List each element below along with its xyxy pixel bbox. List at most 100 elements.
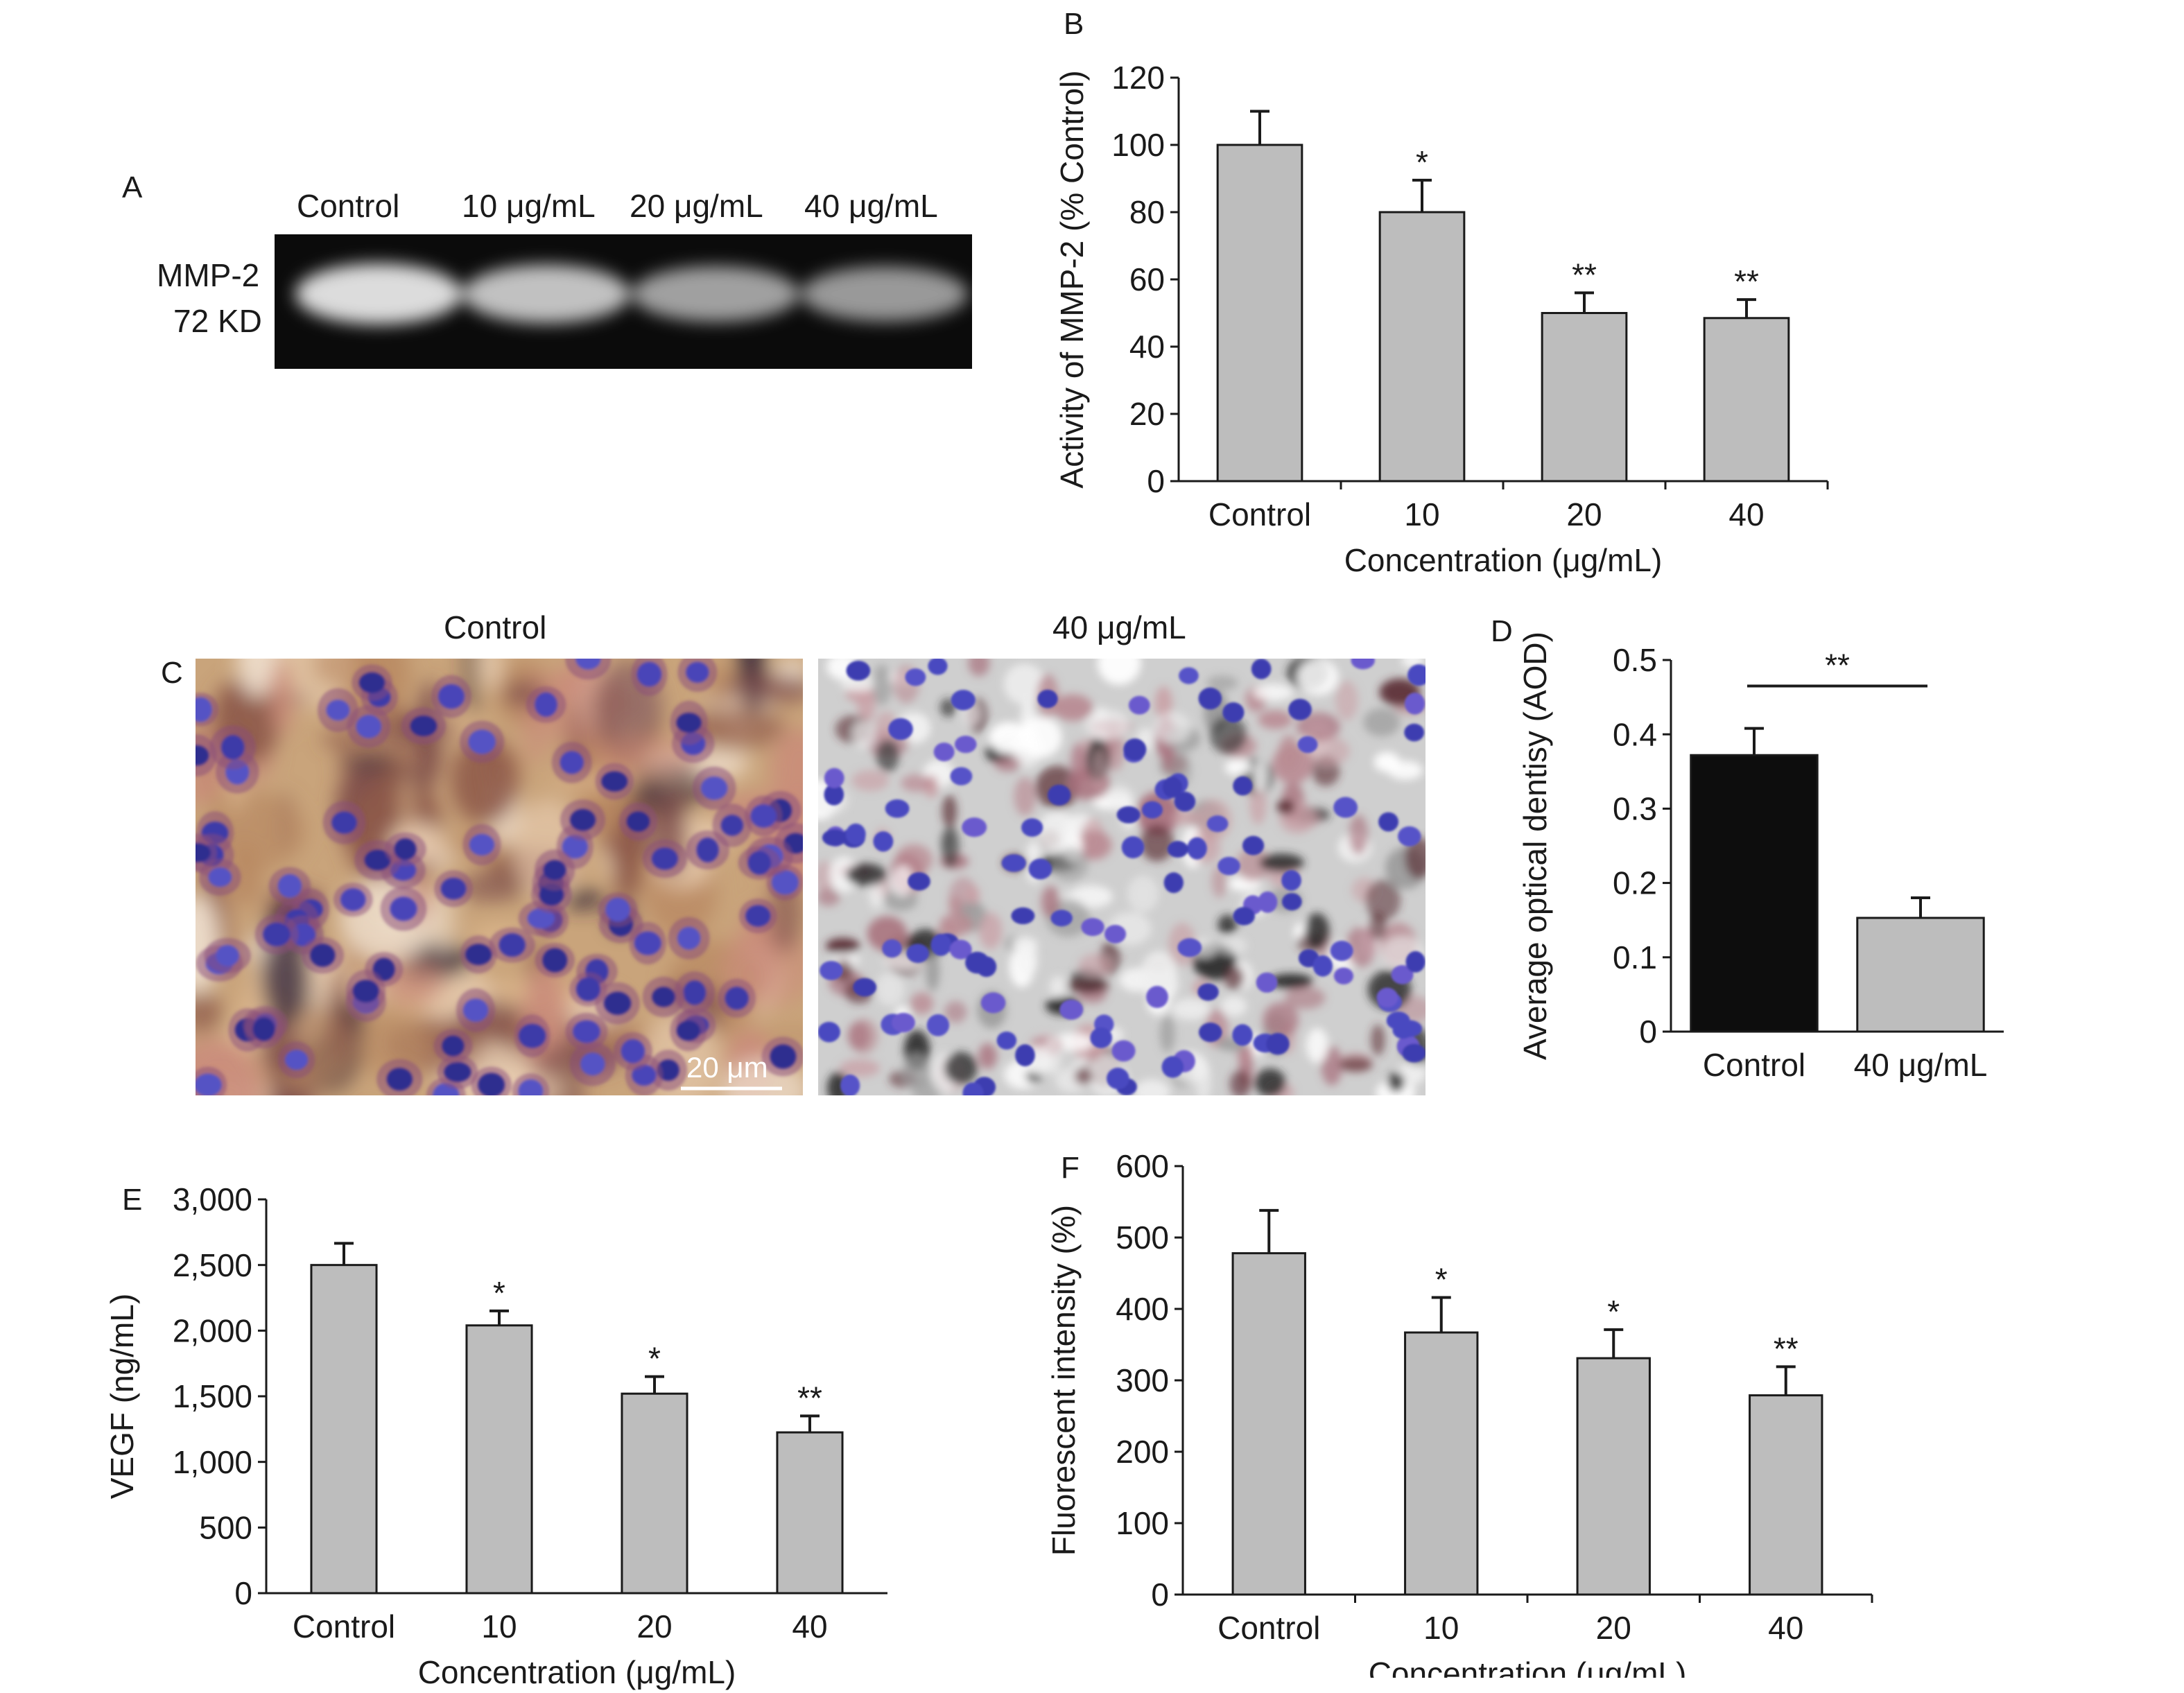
nucleus xyxy=(626,811,650,832)
y-tick-label: 500 xyxy=(1116,1219,1169,1256)
x-tick-label: Control xyxy=(1208,496,1311,532)
chart-d: 0 0.1 0.2 0.3 0.4 0.5 Control 40 μg/mL ** Average… xyxy=(1517,632,2004,1083)
gel-band xyxy=(632,266,799,322)
nucleus xyxy=(820,961,843,980)
nucleus xyxy=(600,771,628,792)
bar xyxy=(1541,312,1628,483)
nucleus xyxy=(309,943,336,967)
nucleus xyxy=(996,1031,1017,1050)
y-tick-label: 0.4 xyxy=(1613,716,1657,752)
nucleus xyxy=(220,735,245,760)
nucleus xyxy=(1330,940,1353,962)
nucleus xyxy=(1333,967,1353,984)
bar xyxy=(1703,317,1790,483)
nucleus xyxy=(575,659,601,670)
nucleus xyxy=(846,661,871,681)
nucleus xyxy=(965,951,990,974)
nucleus xyxy=(683,980,707,1005)
nucleus xyxy=(1404,693,1425,715)
nucleus xyxy=(1187,837,1207,860)
nucleus xyxy=(358,672,385,693)
x-tick-label: 20 xyxy=(1566,496,1602,532)
nucleus xyxy=(543,860,566,880)
nucleus xyxy=(1297,736,1318,754)
nucleus xyxy=(277,874,302,898)
nucleus xyxy=(1256,972,1278,993)
gel-band-label: MMP-2 xyxy=(157,257,260,293)
significance-label: * xyxy=(1435,1262,1448,1298)
nucleus xyxy=(352,979,379,1003)
nucleus xyxy=(208,867,232,887)
gel-band xyxy=(463,264,630,324)
nucleus xyxy=(580,1052,605,1076)
nucleus xyxy=(196,745,209,766)
y-tick-label: 600 xyxy=(1116,1151,1169,1184)
nucleus xyxy=(1179,667,1199,684)
bar xyxy=(1378,211,1466,483)
nucleus xyxy=(908,872,930,891)
gel-image xyxy=(275,234,972,369)
nucleus xyxy=(676,712,702,733)
y-tick-label: 1,000 xyxy=(173,1444,252,1480)
panel-letter-d: D xyxy=(1491,614,1513,648)
nucleus xyxy=(216,945,239,966)
nucleus xyxy=(1233,776,1253,796)
nucleus xyxy=(1050,910,1073,927)
nucleus xyxy=(676,1020,701,1041)
gel-lane-label: 20 μg/mL xyxy=(630,188,763,224)
nucleus xyxy=(933,743,955,762)
bar xyxy=(310,1264,378,1595)
gel-size-label: 72 KD xyxy=(173,303,262,339)
nucleus xyxy=(1015,1044,1035,1067)
nucleus xyxy=(1123,738,1147,761)
nucleus xyxy=(541,948,568,973)
nucleus xyxy=(1104,924,1127,944)
nucleus xyxy=(1167,840,1188,858)
nucleus xyxy=(1163,872,1184,894)
nucleus xyxy=(720,815,744,836)
significance-label: * xyxy=(493,1275,505,1311)
nucleus xyxy=(1217,856,1240,876)
significance-label: * xyxy=(1416,144,1428,180)
y-tick-label: 0 xyxy=(1147,463,1165,499)
panel-letter-e: E xyxy=(122,1183,143,1217)
nucleus xyxy=(1397,1020,1422,1037)
nucleus xyxy=(527,908,555,929)
nucleus xyxy=(1242,835,1265,856)
nucleus xyxy=(603,991,632,1016)
nucleus xyxy=(1141,801,1163,819)
nucleus xyxy=(677,926,701,950)
panel-letter-b: B xyxy=(1064,7,1084,41)
gel-band xyxy=(295,263,462,324)
y-tick-label: 20 xyxy=(1129,396,1165,432)
nucleus xyxy=(340,888,366,912)
micrograph-treated xyxy=(818,659,1425,1095)
nucleus xyxy=(410,715,437,737)
nucleus xyxy=(882,939,902,958)
bar xyxy=(776,1431,844,1595)
nucleus xyxy=(1312,955,1333,977)
nucleus xyxy=(1001,854,1026,872)
nucleus xyxy=(621,1039,645,1063)
nucleus xyxy=(1233,907,1255,926)
nucleus xyxy=(747,851,772,875)
nucleus xyxy=(326,700,350,721)
significance-label: ** xyxy=(797,1380,822,1416)
nucleus xyxy=(770,1044,797,1069)
y-tick-label: 0.3 xyxy=(1613,791,1657,827)
x-tick-label: Control xyxy=(1217,1610,1320,1646)
nucleus xyxy=(364,849,391,871)
y-tick-label: 80 xyxy=(1129,194,1165,230)
nucleus xyxy=(535,692,557,717)
significance-label: * xyxy=(648,1341,661,1377)
x-tick-label: 40 xyxy=(792,1608,827,1644)
bar xyxy=(465,1324,533,1595)
y-tick-label: 100 xyxy=(1111,127,1165,163)
nucleus xyxy=(1090,1027,1113,1048)
nucleus xyxy=(840,1075,860,1095)
nucleus xyxy=(465,944,492,966)
bar xyxy=(1576,1357,1651,1596)
y-tick-label: 1,500 xyxy=(173,1378,252,1414)
nucleus xyxy=(1206,815,1229,833)
